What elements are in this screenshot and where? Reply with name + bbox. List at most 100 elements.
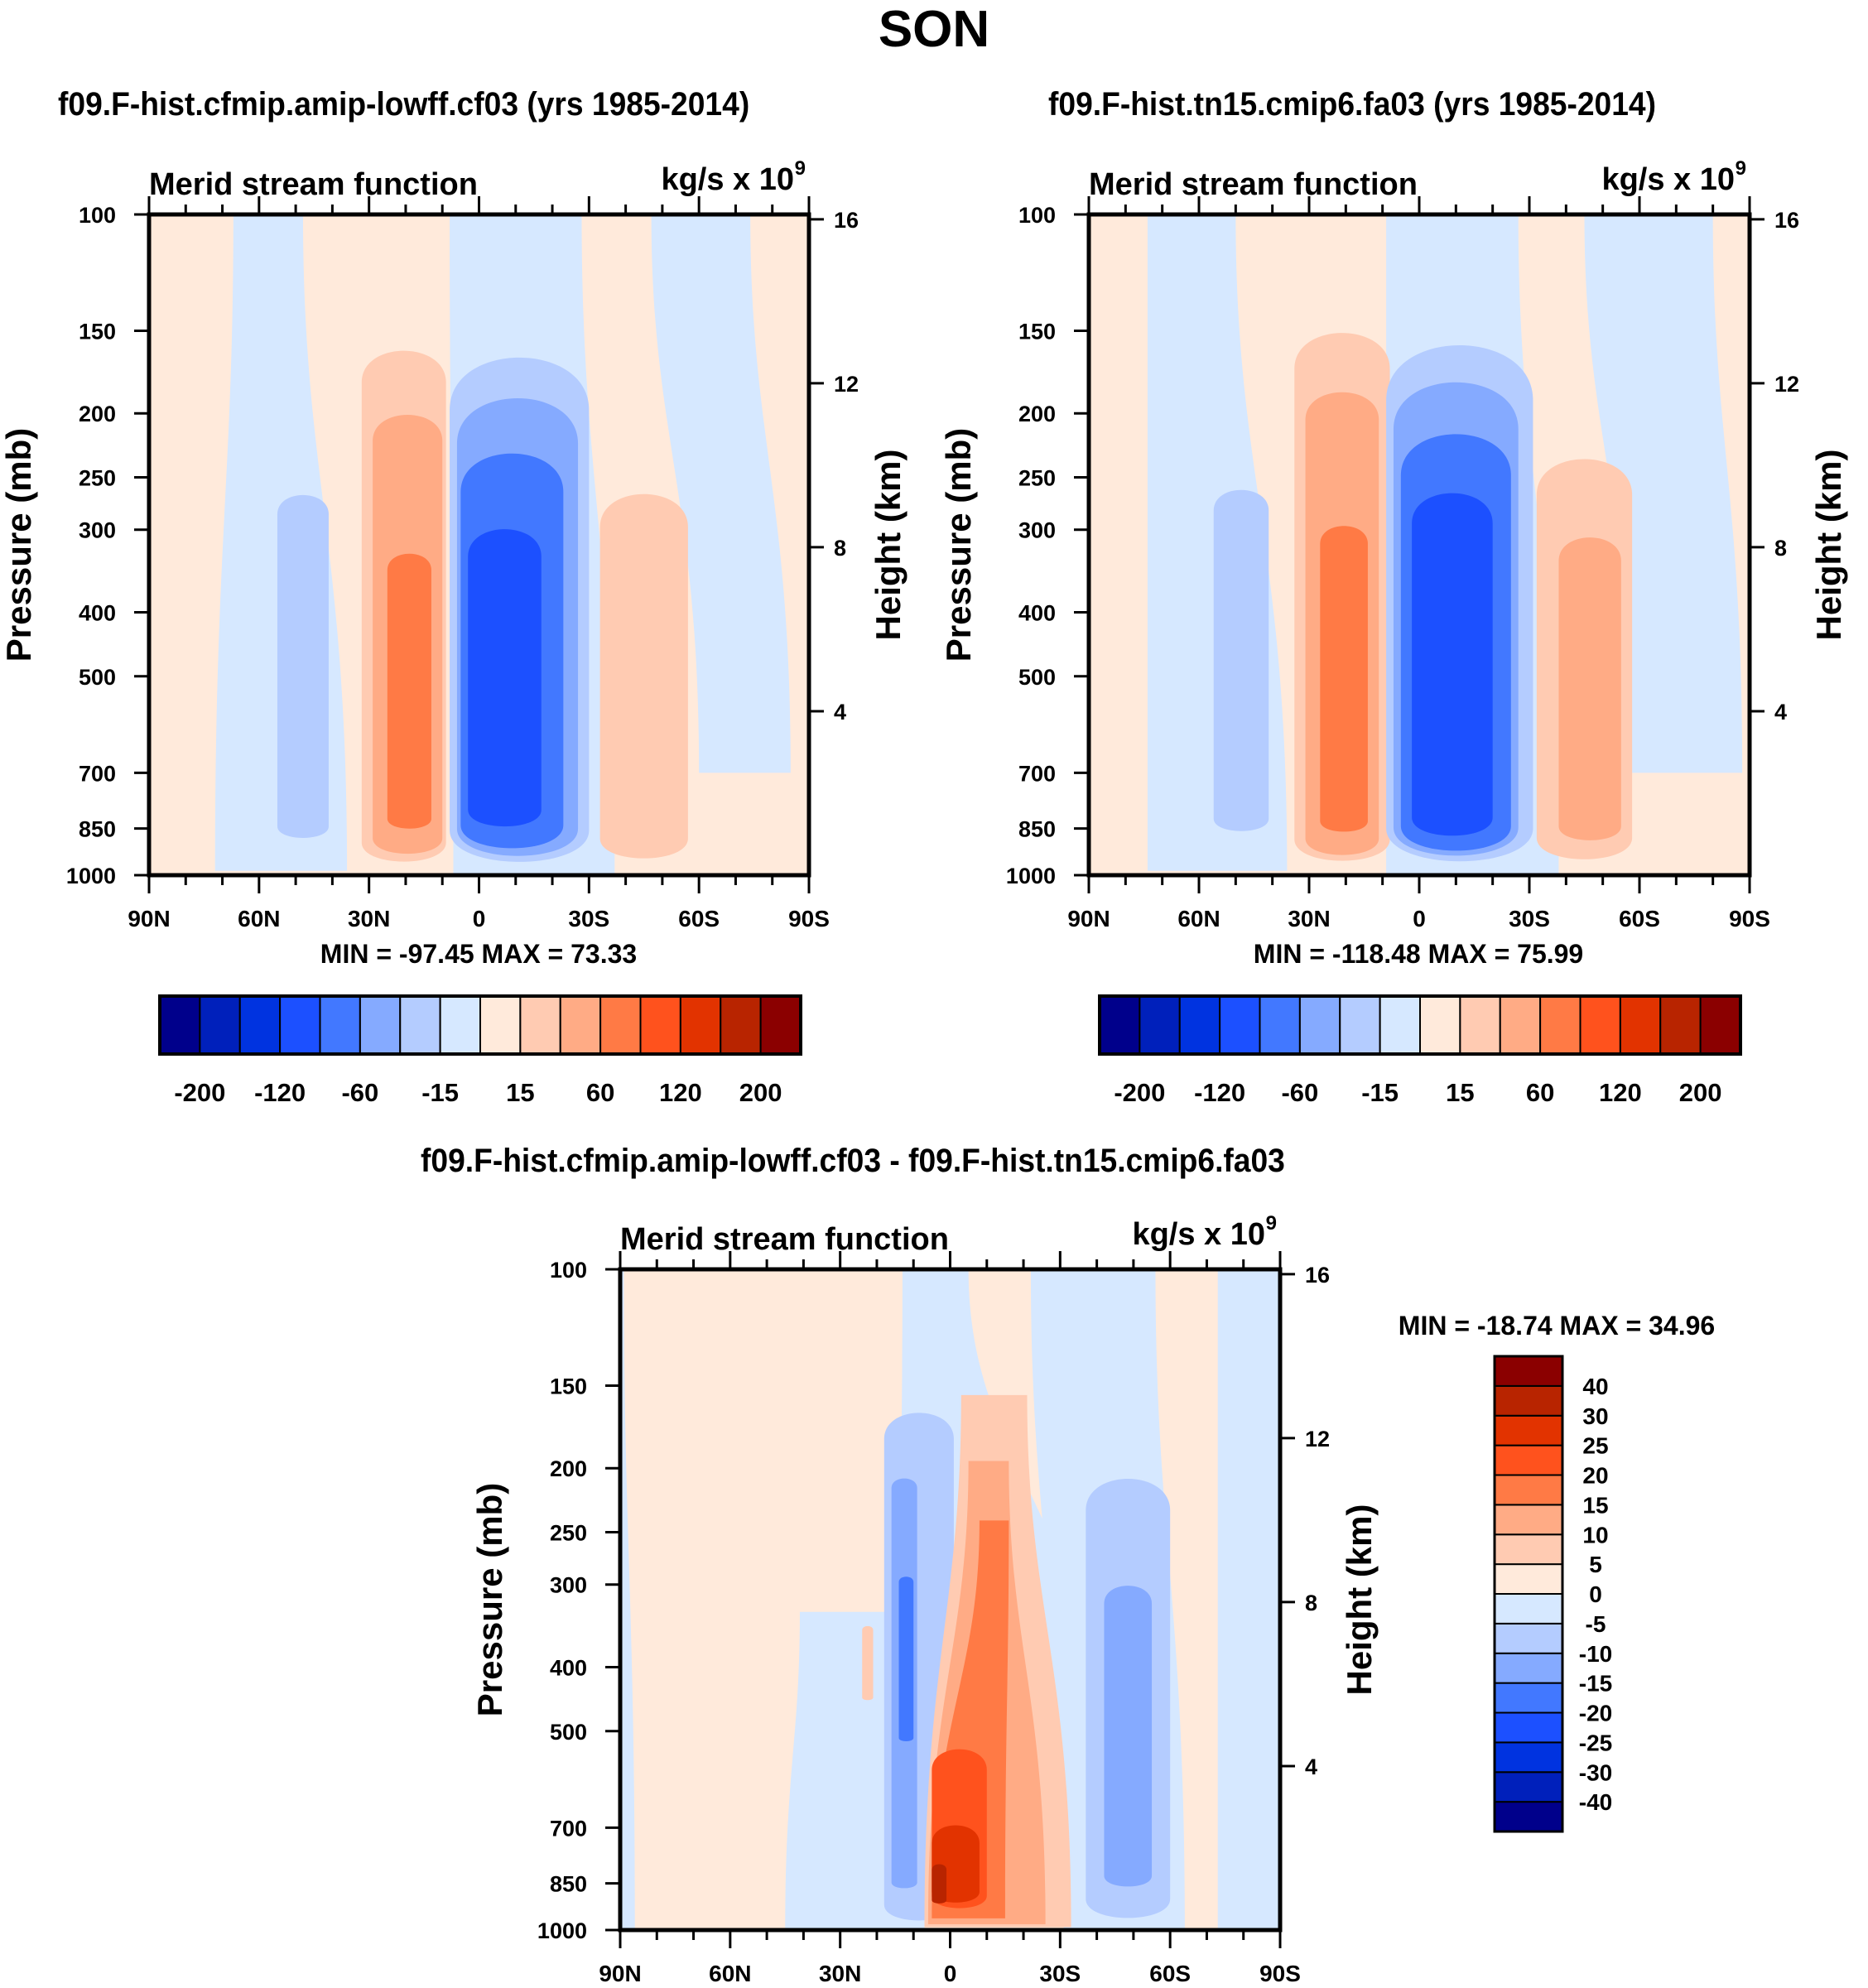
- colorbar-swatch: [1494, 1622, 1563, 1654]
- y2-tick-label: 4: [1774, 700, 1787, 724]
- minmax-label: MIN = -97.45 MAX = 73.33: [320, 939, 637, 969]
- colorbar-label: 60: [1526, 1078, 1554, 1107]
- colorbar-swatch: [359, 995, 402, 1055]
- y-tick-label: 150: [550, 1374, 587, 1399]
- colorbar-label: -120: [1194, 1078, 1245, 1107]
- colorbar-swatch: [559, 995, 602, 1055]
- y-tick-label: 1000: [1006, 864, 1056, 888]
- colorbar-swatch: [1579, 995, 1621, 1055]
- contour-hadley-neg4: [1412, 493, 1493, 836]
- colorbar-swatch: [720, 995, 762, 1055]
- colorbar-swatch: [1459, 995, 1501, 1055]
- y-tick-label: 500: [1018, 665, 1056, 690]
- colorbar-swatch: [1494, 1652, 1563, 1684]
- y2-axis-label: Height (km): [869, 450, 908, 641]
- colorbar-swatch: [1494, 1741, 1563, 1774]
- y-tick-label: 850: [550, 1872, 587, 1897]
- y-tick-label: 300: [79, 518, 116, 543]
- y-tick-label: 850: [79, 817, 116, 842]
- colorbar-swatch: [1139, 995, 1181, 1055]
- x-tick-label: 60S: [1619, 906, 1660, 931]
- x-tick-label: 30N: [348, 906, 390, 931]
- y-tick-label: 200: [79, 402, 116, 426]
- y-tick-label: 700: [550, 1816, 587, 1841]
- colorbar-label: -40: [1579, 1789, 1612, 1815]
- y-tick-label: 150: [79, 320, 116, 344]
- contour-sh-neg-upper: [651, 214, 791, 773]
- colorbar-label: 60: [586, 1078, 614, 1107]
- contour-nh-ferrel-neg: [1213, 489, 1269, 831]
- colorbar-swatch: [159, 995, 201, 1055]
- right-string-superscript: 9: [1736, 157, 1746, 180]
- x-tick-label: 30N: [1288, 906, 1330, 931]
- colorbar-label: 15: [1446, 1078, 1474, 1107]
- contour-sh-neg3: [1104, 1586, 1153, 1887]
- colorbar-label: 200: [739, 1078, 782, 1107]
- colorbar-swatch: [599, 995, 642, 1055]
- colorbar-swatch: [1339, 995, 1381, 1055]
- colorbar-swatch: [679, 995, 722, 1055]
- contour-sh-neg-upper: [1584, 214, 1743, 773]
- y-tick-label: 850: [1018, 817, 1056, 842]
- y-tick-label: 400: [550, 1655, 587, 1680]
- colorbar-swatch: [1539, 995, 1582, 1055]
- colorbar-swatch: [1494, 1474, 1563, 1506]
- minmax-label: MIN = -118.48 MAX = 75.99: [1254, 939, 1583, 969]
- y-tick-label: 250: [1018, 466, 1056, 491]
- x-tick-label: 30S: [1509, 906, 1550, 931]
- left-string: Merid stream function: [149, 167, 478, 202]
- colorbar-label: -60: [1281, 1078, 1318, 1107]
- y2-tick-label: 12: [834, 372, 859, 397]
- colorbar-swatch: [1219, 995, 1261, 1055]
- colorbar-swatch: [1494, 1682, 1563, 1714]
- colorbar-swatch: [1178, 995, 1221, 1055]
- colorbar-label: -15: [1579, 1671, 1612, 1697]
- x-tick-label: 90S: [1259, 1961, 1301, 1986]
- colorbar: 40 30 25 20 15 10 5 0 -5 -10 -15 -20 -25 -30 -40: [1493, 1355, 1612, 1833]
- colorbar-label: 200: [1679, 1078, 1722, 1107]
- colorbar-label: -25: [1579, 1730, 1612, 1755]
- y2-tick-label: 8: [834, 536, 846, 561]
- panel-3: 90N 60N 30N 0 30S 60S 90S100150200250300400500…: [470, 1212, 1715, 1986]
- y2-tick-label: 12: [1774, 372, 1799, 397]
- colorbar-label: -60: [341, 1078, 378, 1107]
- x-tick-label: 60N: [1177, 906, 1220, 931]
- colorbar-swatch: [1494, 1384, 1563, 1417]
- x-tick-label: 90S: [788, 906, 830, 931]
- contour-nh-hadley-pos3: [1320, 526, 1368, 832]
- right-string: kg/s x 10: [661, 162, 794, 197]
- colorbar-label: 120: [1599, 1078, 1642, 1107]
- left-string: Merid stream function: [620, 1222, 949, 1257]
- panel-3-title: f09.F-hist.cfmip.amip-lowff.cf03 - f09.F…: [421, 1143, 1285, 1179]
- colorbar-swatch: [1494, 1563, 1563, 1595]
- colorbar-swatch: [759, 995, 802, 1055]
- y-tick-label: 150: [1018, 320, 1056, 344]
- colorbar-swatch: [519, 995, 561, 1055]
- colorbar-swatch: [1699, 995, 1741, 1055]
- colorbar-swatch: [1259, 995, 1301, 1055]
- y2-tick-label: 16: [1774, 208, 1799, 233]
- x-tick-label: 0: [944, 1961, 957, 1986]
- plot-area: [1089, 214, 1750, 875]
- panel-2-title: f09.F-hist.tn15.cmip6.fa03 (yrs 1985-201…: [1048, 86, 1657, 123]
- y-tick-label: 300: [1018, 518, 1056, 543]
- x-tick-label: 90N: [599, 1961, 641, 1986]
- colorbar-swatch: [1494, 1414, 1563, 1446]
- colorbar-frame: [158, 994, 802, 1056]
- right-string-superscript: 9: [1266, 1212, 1277, 1235]
- x-tick-label: 60S: [1149, 1961, 1191, 1986]
- plot-area: [620, 1269, 1280, 1930]
- y-tick-label: 400: [79, 600, 116, 625]
- colorbar: -200 -120 -60 -15 15 60 120 200: [1098, 994, 1742, 1107]
- panel-1-title: f09.F-hist.cfmip.amip-lowff.cf03 (yrs 19…: [58, 86, 750, 123]
- y2-tick-label: 12: [1305, 1427, 1330, 1451]
- colorbar-label: -15: [1361, 1078, 1399, 1107]
- y2-tick-label: 4: [834, 700, 846, 724]
- contour-nh-pos-small: [862, 1625, 874, 1701]
- colorbar-swatch: [1494, 1533, 1563, 1566]
- y2-tick-label: 16: [1305, 1263, 1330, 1288]
- colorbar-label: 0: [1589, 1581, 1602, 1607]
- contour-sh-ferrel-pos2: [1558, 537, 1621, 840]
- contour-eq-pos6: [932, 1864, 947, 1904]
